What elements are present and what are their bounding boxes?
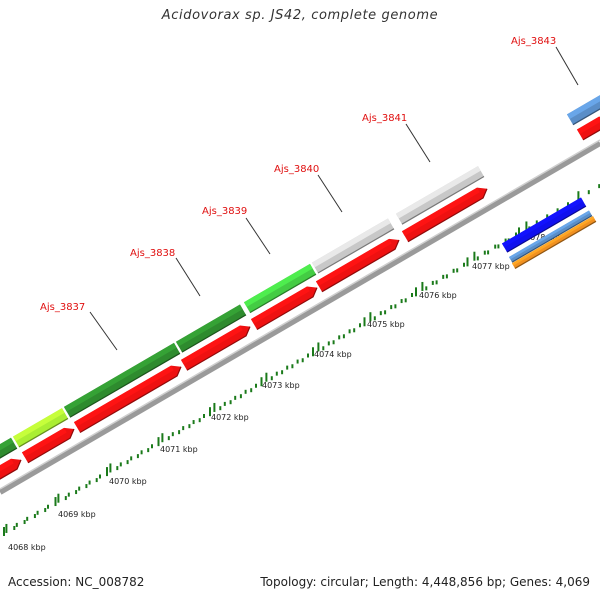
gene-red [180,325,251,371]
gene-label-ajs-3840: Ajs_3840 [274,164,319,175]
gene-steel-blue-ajs-3843 [566,95,600,126]
map-title: Acidovorax sp. JS42, complete genome [161,8,439,23]
gene-label-line [555,46,579,86]
backbone [0,139,600,495]
gene-red [315,238,400,293]
scale-label: 4073 kbp [262,381,300,390]
lower-gene-track [0,116,600,480]
scale-label: 4076 kbp [419,291,457,300]
gene-red [73,365,182,433]
gene-red [21,427,75,464]
upper-gene-track [0,95,600,459]
scale-label: 4077 kbp [472,262,510,271]
gene-steel-blue [508,210,593,263]
scale-label: 4069 kbp [58,510,96,519]
gene-red [576,116,600,141]
gene-dark-green [0,437,18,459]
gene-label-line [175,257,201,297]
outer-tick-marks [5,184,600,533]
gene-lime [12,408,69,448]
gene-label-ajs-3837: Ajs_3837 [40,302,85,313]
gene-labels: Ajs_3837 Ajs_3838 Ajs_3839 Ajs_3840 Ajs_… [40,36,556,313]
gene-blue [501,197,587,253]
gene-dark-green-ajs-3837 [63,342,181,418]
gene-label-lines [89,46,579,351]
scale-label: 4072 kbp [211,413,249,422]
accession-text: Accession: NC_008782 [8,575,145,589]
gene-label-line [317,174,343,213]
gene-label-ajs-3843: Ajs_3843 [511,36,556,47]
scale-label: 4075 kbp [367,320,405,329]
gene-light-green-ajs-3839 [243,263,317,314]
reverse-genes [501,197,597,269]
gene-label-ajs-3839: Ajs_3839 [202,206,247,217]
gene-label-line [89,311,118,351]
gene-dark-green-ajs-3838 [175,304,247,353]
gene-label-ajs-3841: Ajs_3841 [362,113,407,124]
gene-label-line [405,123,431,163]
gene-gray-ajs-3840 [311,218,395,274]
gene-red [401,187,488,243]
gene-label-line [245,217,271,255]
gene-red [0,458,22,480]
genome-stats-text: Topology: circular; Length: 4,448,856 bp… [260,575,590,589]
inner-tick-marks [3,226,531,536]
gene-label-ajs-3838: Ajs_3838 [130,248,175,259]
scale-label: 4068 kbp [8,543,46,552]
scale-label: 4071 kbp [160,445,198,454]
gene-orange [511,216,597,269]
scale-label: 4070 kbp [109,477,147,486]
scale-label: 4074 kbp [314,350,352,359]
gene-gray-ajs-3841 [395,166,485,225]
gene-red [250,286,318,331]
